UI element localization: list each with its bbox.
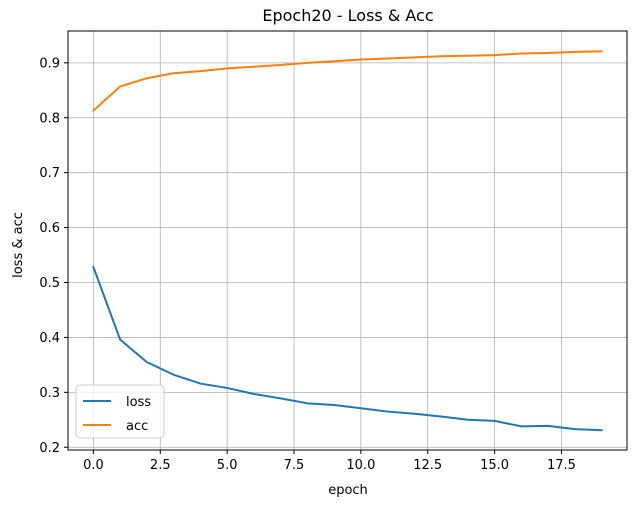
y-tick-label: 0.5	[39, 276, 60, 291]
x-tick-label: 5.0	[217, 458, 238, 473]
y-tick-label: 0.7	[39, 166, 60, 181]
x-tick-label: 17.5	[547, 458, 576, 473]
legend: loss acc	[75, 384, 165, 439]
x-tick-label: 12.5	[413, 458, 442, 473]
series-line-loss	[92, 265, 603, 432]
y-axis-label: loss & acc	[11, 212, 26, 278]
x-tick-label: 0.0	[83, 458, 104, 473]
y-tick-label: 0.8	[39, 111, 60, 126]
y-tick-label: 0.3	[39, 386, 60, 401]
axes-frame	[67, 30, 628, 451]
series-lines	[91, 50, 603, 432]
tick-labels: 0.0 2.5 5.0 7.5 10.0 12.5 15.0 17.5 0.2 0.3 0.4 0.5…	[39, 56, 576, 473]
x-tick-label: 2.5	[150, 458, 171, 473]
series-line-acc	[91, 50, 603, 113]
chart-title: Epoch20 - Loss & Acc	[262, 6, 433, 25]
legend-label-acc: acc	[126, 419, 148, 434]
legend-label-loss: loss	[126, 395, 151, 410]
legend-box	[75, 384, 165, 439]
y-tick-label: 0.2	[39, 441, 60, 456]
y-tick-label: 0.4	[39, 331, 60, 346]
y-tick-label: 0.9	[39, 56, 60, 71]
x-tick-label: 10.0	[346, 458, 375, 473]
x-tick-label: 7.5	[284, 458, 305, 473]
x-axis-label: epoch	[328, 483, 368, 498]
ticks	[64, 62, 562, 454]
grid	[68, 31, 627, 450]
x-tick-label: 15.0	[480, 458, 509, 473]
y-tick-label: 0.6	[39, 221, 60, 236]
